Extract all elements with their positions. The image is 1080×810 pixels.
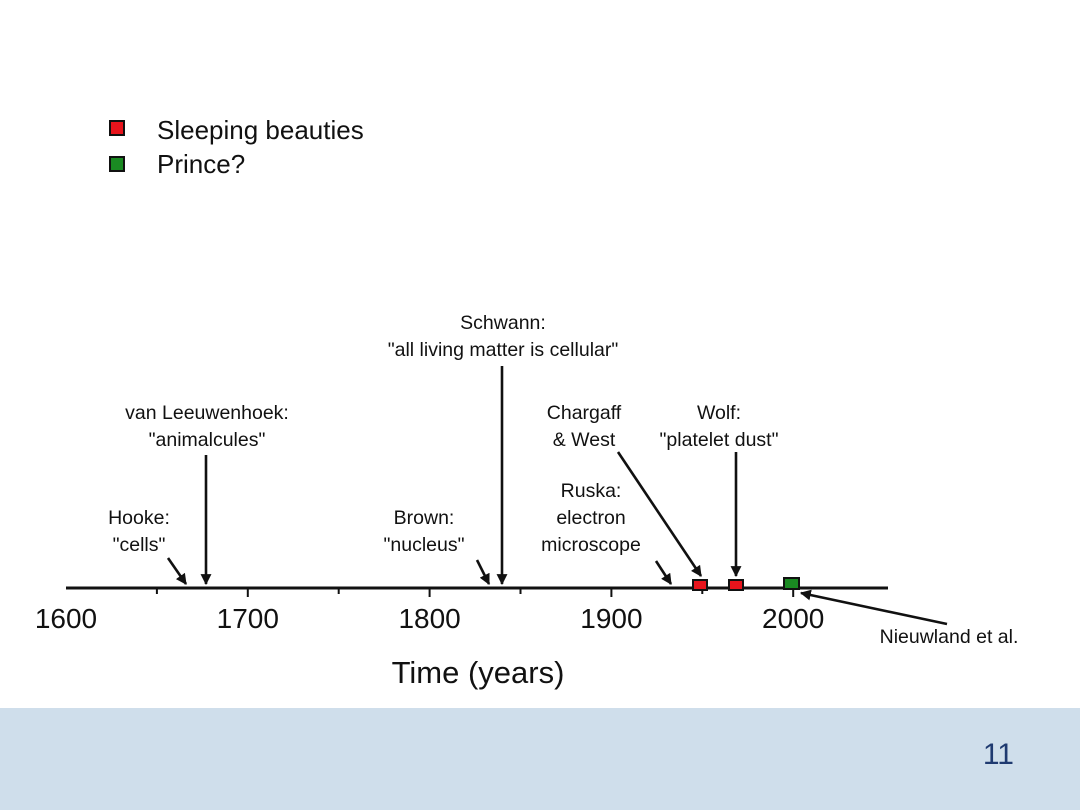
label-leeuwenhoek-line-1: van Leeuwenhoek: xyxy=(125,402,289,424)
label-chargaff-line-1: Chargaff xyxy=(547,402,622,424)
legend-swatch-prince xyxy=(109,156,125,172)
label-wolf-line-1: Wolf: xyxy=(697,402,741,424)
arrow-chargaff xyxy=(616,451,703,577)
label-nieuwland-line-1: Nieuwland et al. xyxy=(880,626,1019,648)
label-nieuwland: Nieuwland et al. xyxy=(880,626,1019,648)
label-chargaff: Chargaff & West xyxy=(547,402,622,451)
legend-label-prince: Prince? xyxy=(157,149,245,179)
footer-bar xyxy=(0,708,1080,810)
tick-marks xyxy=(155,588,795,597)
label-brown: Brown: "nucleus" xyxy=(383,507,464,556)
legend-swatch-sleeping-beauties xyxy=(109,120,125,136)
arrow-nieuwland xyxy=(799,589,948,626)
label-hooke-line-1: Hooke: xyxy=(108,507,170,529)
label-ruska-line-1: Ruska: xyxy=(561,480,622,502)
arrow-ruska xyxy=(654,560,673,585)
tick-label-2000: 2000 xyxy=(762,603,824,634)
marker-chargaff xyxy=(692,579,708,591)
page-number: 11 xyxy=(982,738,1014,771)
arrow-brown xyxy=(475,559,491,585)
tick-label-1600: 1600 xyxy=(35,603,97,634)
event-labels: Hooke: "cells" van Leeuwenhoek: "animalc… xyxy=(108,312,1018,648)
label-wolf-line-2: "platelet dust" xyxy=(660,429,779,451)
time-axis: 1600 1700 1800 1900 2000 Time (years) xyxy=(35,586,888,690)
label-ruska-line-2: electron xyxy=(556,507,625,529)
tick-label-1700: 1700 xyxy=(217,603,279,634)
label-chargaff-line-2: & West xyxy=(553,429,616,451)
label-hooke: Hooke: "cells" xyxy=(108,507,170,556)
label-leeuwenhoek-line-2: "animalcules" xyxy=(149,429,266,451)
label-brown-line-1: Brown: xyxy=(394,507,455,529)
tick-label-1800: 1800 xyxy=(398,603,460,634)
event-markers xyxy=(692,577,800,591)
event-arrows xyxy=(166,366,948,626)
marker-wolf xyxy=(728,579,744,591)
tick-label-1900: 1900 xyxy=(580,603,642,634)
label-schwann: Schwann: "all living matter is cellular" xyxy=(388,312,619,361)
label-hooke-line-2: "cells" xyxy=(113,534,166,556)
marker-nieuwland xyxy=(783,577,800,590)
label-wolf: Wolf: "platelet dust" xyxy=(660,402,779,451)
timeline-diagram: Sleeping beauties Prince? 1600 1700 1800 19… xyxy=(35,115,1019,690)
label-schwann-line-1: Schwann: xyxy=(460,312,546,334)
tick-labels: 1600 1700 1800 1900 2000 xyxy=(35,603,824,634)
label-schwann-line-2: "all living matter is cellular" xyxy=(388,339,619,361)
label-brown-line-2: "nucleus" xyxy=(383,534,464,556)
legend: Sleeping beauties Prince? xyxy=(109,115,364,179)
label-ruska: Ruska: electron microscope xyxy=(541,480,641,556)
legend-label-sleeping-beauties: Sleeping beauties xyxy=(157,115,364,145)
axis-title: Time (years) xyxy=(392,655,565,690)
arrow-hooke xyxy=(166,557,188,585)
label-ruska-line-3: microscope xyxy=(541,534,641,556)
label-leeuwenhoek: van Leeuwenhoek: "animalcules" xyxy=(125,402,289,451)
